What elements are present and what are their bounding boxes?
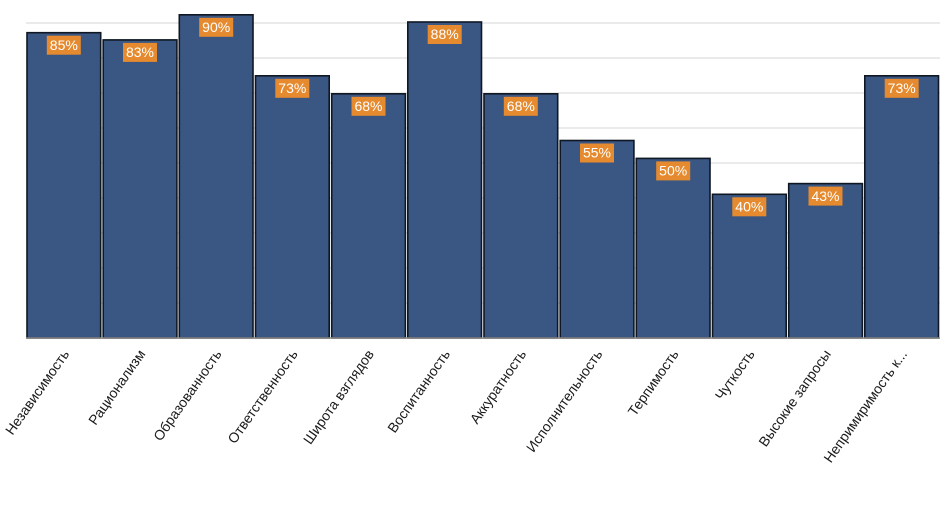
data-label-background: [427, 25, 462, 44]
category-tick-label: Терпимость: [624, 347, 681, 419]
bar: [26, 31, 102, 339]
category-tick-label: Рационализм: [85, 347, 148, 428]
bar: [711, 193, 787, 339]
category-tick-label: Независимость: [2, 347, 72, 438]
data-label-background: [123, 42, 157, 62]
data-label: 43%: [811, 188, 839, 204]
category-tick-label: Образованность: [150, 347, 225, 444]
bar: [178, 14, 254, 339]
data-label-background: [732, 197, 767, 217]
category-tick-label: Исполнительность: [523, 347, 606, 455]
data-label: 68%: [507, 98, 535, 114]
bar: [102, 39, 178, 339]
bar: [787, 182, 864, 339]
data-label-background: [580, 143, 614, 163]
data-label-background: [503, 96, 538, 116]
bar: [863, 75, 940, 339]
data-label-background: [351, 96, 386, 116]
category-tick-label: Ответственность: [224, 347, 301, 447]
category-tick-label: Непримиримость к...: [820, 347, 910, 466]
data-labels: 85% 83% 90% 73% 68% 88% 68% 55% 50% 40% 43% 73%: [46, 17, 919, 217]
category-tick-label: Высокие запросы: [755, 347, 834, 450]
data-label: 50%: [659, 163, 687, 179]
category-tick-label: Аккуратность: [467, 347, 530, 427]
data-label: 73%: [278, 80, 306, 96]
data-label-background: [199, 17, 234, 37]
data-label-background: [275, 78, 310, 98]
category-tick-label: Чуткость: [712, 347, 758, 403]
bar: [483, 93, 559, 339]
bar: [330, 93, 407, 339]
data-label-background: [656, 161, 691, 181]
data-label: 40%: [735, 199, 763, 215]
category-tick-label: Воспитанность: [384, 347, 453, 436]
data-label: 55%: [583, 145, 611, 161]
bar: [406, 21, 483, 339]
data-label: 73%: [888, 80, 916, 96]
data-label-background: [808, 186, 843, 206]
bars: [26, 14, 940, 339]
data-label: 83%: [126, 44, 154, 60]
data-label-background: [46, 35, 81, 55]
gridlines: [26, 22, 940, 304]
data-label-background: [884, 78, 919, 98]
data-label: 90%: [202, 19, 230, 35]
category-tick-label: Широта взглядов: [300, 347, 377, 448]
data-label: 88%: [431, 26, 459, 42]
data-label: 85%: [50, 37, 78, 53]
data-label: 68%: [354, 98, 382, 114]
bar: [635, 157, 711, 339]
category-axis-labels: Независимость Рационализм Образованность От…: [2, 347, 910, 466]
bar: [254, 75, 330, 339]
bar: [559, 139, 635, 339]
